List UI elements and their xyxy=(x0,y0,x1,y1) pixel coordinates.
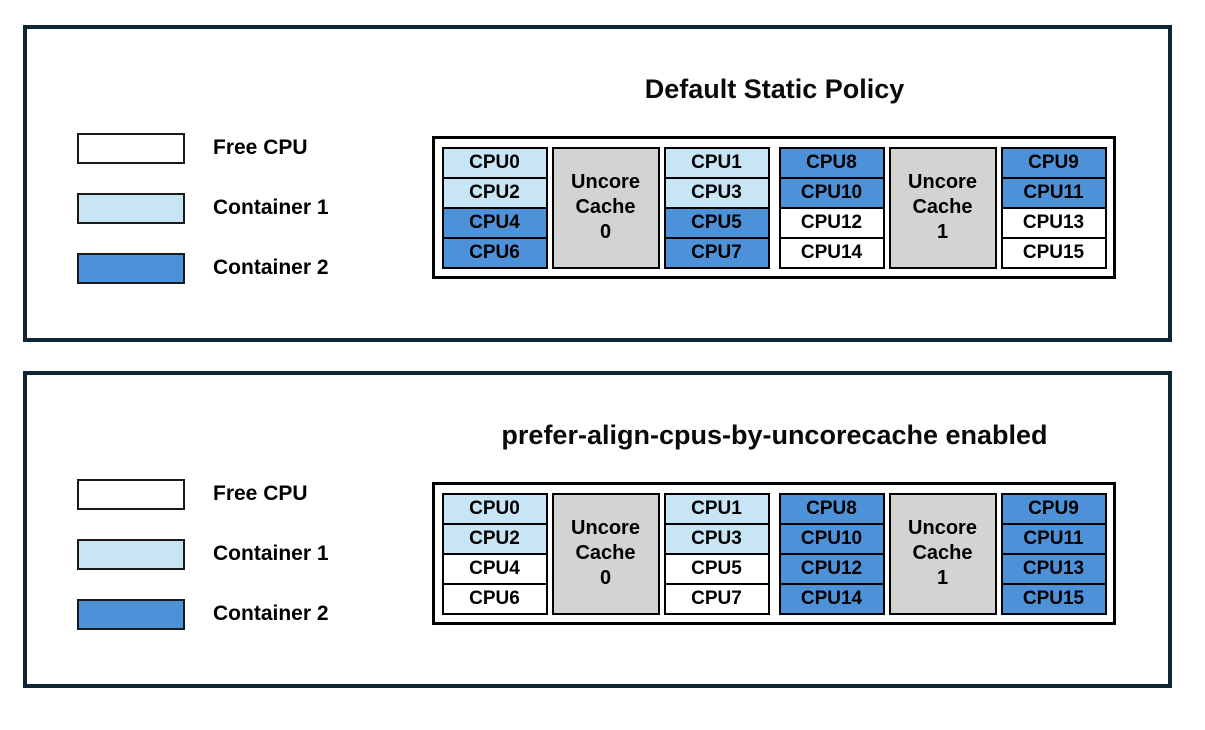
cpu-cell: CPU3 xyxy=(663,522,770,555)
legend-item: Free CPU xyxy=(77,478,308,510)
legend-swatch xyxy=(77,192,185,224)
legend-swatch xyxy=(77,598,185,630)
cpu-cell: CPU12 xyxy=(778,552,885,585)
cpu-cell: CPU2 xyxy=(441,176,548,209)
cpu-column-right: CPU9 CPU11 CPU13 CPU15 xyxy=(1000,492,1107,615)
cpu-cell: CPU11 xyxy=(1000,176,1107,209)
cpu-cell: CPU15 xyxy=(1000,236,1107,269)
cpu-cell: CPU10 xyxy=(778,176,885,209)
legend: Free CPU Container 1 Container 2 xyxy=(27,29,1168,338)
legend-label: Container 2 xyxy=(213,256,329,279)
uncore-cache-label-line: Uncore xyxy=(908,171,977,193)
uncore-cache-label-line: Cache xyxy=(575,542,636,564)
legend-label: Container 1 xyxy=(213,196,329,219)
legend-item: Container 2 xyxy=(77,252,329,284)
cpu-cell: CPU13 xyxy=(1000,206,1107,239)
cpu-cell: CPU15 xyxy=(1000,582,1107,615)
cpu-column-right: CPU1 CPU3 CPU5 CPU7 xyxy=(663,146,770,269)
legend-item: Container 1 xyxy=(77,538,329,570)
cpu-cell: CPU12 xyxy=(778,206,885,239)
cpu-cell: CPU10 xyxy=(778,522,885,555)
uncore-cache-label-line: Cache xyxy=(575,196,636,218)
legend-item: Free CPU xyxy=(77,132,308,164)
uncore-cache-label-line: 0 xyxy=(599,567,612,589)
policy-panel: Default Static Policy Free CPU Container… xyxy=(23,25,1172,342)
cpu-cell: CPU1 xyxy=(663,492,770,525)
cpu-cell: CPU0 xyxy=(441,146,548,179)
uncore-cache-label-line: Uncore xyxy=(908,517,977,539)
cpu-cell: CPU9 xyxy=(1000,492,1107,525)
cpu-column-left: CPU8 CPU10 CPU12 CPU14 xyxy=(778,146,885,269)
legend: Free CPU Container 1 Container 2 xyxy=(27,375,1168,684)
uncore-cache-group: CPU0 CPU2 CPU4 CPU6 Uncore Cache 0 CPU1 CPU3 CP… xyxy=(441,492,770,615)
policy-panel: prefer-align-cpus-by-uncorecache enabled… xyxy=(23,371,1172,688)
cpu-cell: CPU6 xyxy=(441,236,548,269)
uncore-cache-block: Uncore Cache 1 xyxy=(888,492,997,615)
cpu-cell: CPU0 xyxy=(441,492,548,525)
cpu-cell: CPU7 xyxy=(663,236,770,269)
uncore-cache-block: Uncore Cache 0 xyxy=(551,146,660,269)
panel-title: Default Static Policy xyxy=(644,74,905,104)
cpu-topology-diagram: CPU0 CPU2 CPU4 CPU6 Uncore Cache 0 CPU1 CPU3 CP… xyxy=(432,482,1116,625)
cpu-cell: CPU7 xyxy=(663,582,770,615)
legend-swatch xyxy=(77,132,185,164)
cpu-cell: CPU13 xyxy=(1000,552,1107,585)
uncore-cache-label-line: Cache xyxy=(912,542,973,564)
uncore-cache-block: Uncore Cache 1 xyxy=(888,146,997,269)
uncore-cache-label-line: 1 xyxy=(936,567,949,589)
legend-item: Container 2 xyxy=(77,598,329,630)
cpu-cell: CPU6 xyxy=(441,582,548,615)
legend-label: Free CPU xyxy=(213,136,308,159)
cpu-cell: CPU8 xyxy=(778,146,885,179)
cpu-cell: CPU3 xyxy=(663,176,770,209)
cpu-cell: CPU14 xyxy=(778,582,885,615)
cpu-cell: CPU4 xyxy=(441,552,548,585)
cpu-column-left: CPU0 CPU2 CPU4 CPU6 xyxy=(441,146,548,269)
cpu-cell: CPU14 xyxy=(778,236,885,269)
legend-label: Container 2 xyxy=(213,602,329,625)
uncore-cache-group: CPU0 CPU2 CPU4 CPU6 Uncore Cache 0 CPU1 CPU3 CP… xyxy=(441,146,770,269)
cpu-topology-diagram: CPU0 CPU2 CPU4 CPU6 Uncore Cache 0 CPU1 CPU3 CP… xyxy=(432,136,1116,279)
legend-label: Free CPU xyxy=(213,482,308,505)
cpu-cell: CPU9 xyxy=(1000,146,1107,179)
legend-label: Container 1 xyxy=(213,542,329,565)
uncore-cache-label-line: Cache xyxy=(912,196,973,218)
uncore-cache-group: CPU8 CPU10 CPU12 CPU14 Uncore Cache 1 CPU9 CPU… xyxy=(778,492,1107,615)
uncore-cache-label-line: Uncore xyxy=(571,517,640,539)
cpu-column-right: CPU1 CPU3 CPU5 CPU7 xyxy=(663,492,770,615)
uncore-cache-group: CPU8 CPU10 CPU12 CPU14 Uncore Cache 1 CPU9 CPU… xyxy=(778,146,1107,269)
cpu-cell: CPU5 xyxy=(663,552,770,585)
legend-swatch xyxy=(77,538,185,570)
uncore-cache-label-line: 1 xyxy=(936,221,949,243)
cpu-cell: CPU5 xyxy=(663,206,770,239)
cpu-cell: CPU1 xyxy=(663,146,770,179)
uncore-cache-label-line: Uncore xyxy=(571,171,640,193)
uncore-cache-block: Uncore Cache 0 xyxy=(551,492,660,615)
cpu-cell: CPU2 xyxy=(441,522,548,555)
panel-title: prefer-align-cpus-by-uncorecache enabled xyxy=(501,420,1048,450)
cpu-column-right: CPU9 CPU11 CPU13 CPU15 xyxy=(1000,146,1107,269)
cpu-cell: CPU4 xyxy=(441,206,548,239)
cpu-cell: CPU11 xyxy=(1000,522,1107,555)
cpu-column-left: CPU0 CPU2 CPU4 CPU6 xyxy=(441,492,548,615)
cpu-column-left: CPU8 CPU10 CPU12 CPU14 xyxy=(778,492,885,615)
uncore-cache-label-line: 0 xyxy=(599,221,612,243)
legend-item: Container 1 xyxy=(77,192,329,224)
legend-swatch xyxy=(77,478,185,510)
cpu-cell: CPU8 xyxy=(778,492,885,525)
legend-swatch xyxy=(77,252,185,284)
